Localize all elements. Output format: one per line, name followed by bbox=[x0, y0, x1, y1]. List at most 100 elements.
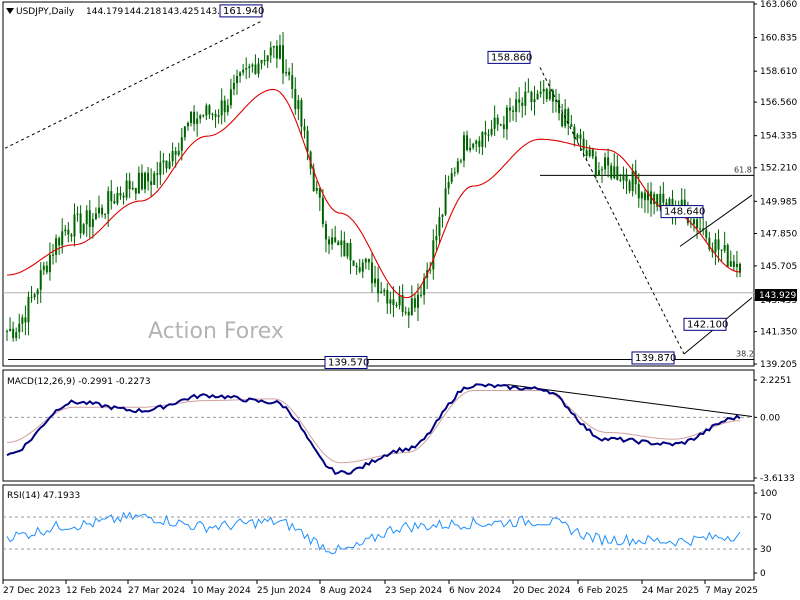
candle bbox=[527, 78, 530, 93]
candle-body bbox=[229, 89, 232, 106]
candle bbox=[505, 104, 508, 140]
candle-body bbox=[462, 135, 465, 161]
candle bbox=[223, 95, 226, 123]
candle bbox=[168, 153, 171, 170]
candle-body bbox=[352, 260, 355, 266]
candle bbox=[30, 286, 33, 303]
candle-body bbox=[300, 100, 303, 127]
candle bbox=[6, 329, 8, 342]
price-annotation: 148.640 bbox=[660, 205, 705, 219]
candle bbox=[640, 191, 643, 209]
candle-body bbox=[484, 132, 487, 135]
candle bbox=[383, 288, 386, 296]
candle-body bbox=[91, 219, 94, 227]
candle-body bbox=[720, 249, 723, 251]
candle-body bbox=[453, 172, 456, 174]
candle-body bbox=[410, 298, 413, 316]
candle-body bbox=[257, 63, 260, 74]
candle-body bbox=[361, 262, 364, 272]
annotation-label: 158.860 bbox=[491, 52, 532, 63]
candle bbox=[202, 114, 205, 118]
candle-body bbox=[266, 55, 269, 62]
candle bbox=[318, 187, 321, 211]
candle bbox=[380, 281, 383, 294]
candle-body bbox=[125, 180, 128, 198]
candle bbox=[217, 109, 220, 124]
rsi-title: RSI(14) 47.1933 bbox=[7, 491, 80, 501]
candle-body bbox=[174, 151, 177, 155]
candle bbox=[600, 166, 603, 184]
candle-body bbox=[288, 71, 291, 76]
candle-body bbox=[45, 265, 48, 273]
candle-body bbox=[349, 242, 352, 261]
candle-body bbox=[186, 122, 189, 127]
candle-body bbox=[625, 174, 628, 182]
candle bbox=[248, 63, 251, 78]
candle-body bbox=[594, 156, 597, 176]
candle-body bbox=[88, 210, 91, 227]
candle bbox=[364, 257, 367, 270]
candle bbox=[355, 262, 358, 275]
candle bbox=[229, 78, 232, 109]
candle-body bbox=[659, 193, 662, 207]
candle-body bbox=[190, 111, 193, 123]
candle-body bbox=[466, 135, 469, 151]
candle-body bbox=[643, 192, 646, 201]
candle-body bbox=[73, 214, 76, 237]
current-price-marker: 143.929 bbox=[755, 289, 797, 301]
candle bbox=[55, 234, 58, 263]
candle bbox=[18, 313, 21, 339]
candle bbox=[52, 243, 55, 265]
candle-body bbox=[613, 166, 616, 179]
candle bbox=[496, 114, 499, 132]
candle bbox=[597, 162, 600, 176]
candle bbox=[625, 168, 628, 195]
candle-body bbox=[272, 45, 275, 48]
header-close: 143.929 bbox=[200, 7, 237, 17]
candle-body bbox=[619, 179, 622, 181]
candle-body bbox=[48, 254, 51, 273]
candle bbox=[349, 238, 352, 275]
candle bbox=[441, 213, 444, 228]
candle-body bbox=[398, 295, 401, 306]
candle bbox=[591, 147, 594, 160]
candle-body bbox=[39, 270, 42, 290]
candle bbox=[487, 129, 490, 142]
candle bbox=[646, 182, 649, 214]
price-tick-label: 158.610 bbox=[760, 67, 797, 77]
candle-body bbox=[646, 191, 649, 201]
macd-tick-label: 2.2251 bbox=[760, 376, 792, 386]
price-annotation: 158.860 bbox=[487, 50, 532, 64]
candle-body bbox=[545, 88, 548, 100]
x-tick-label: 20 Dec 2024 bbox=[513, 586, 571, 596]
candle bbox=[9, 317, 12, 332]
candle-body bbox=[144, 172, 147, 190]
candle-body bbox=[122, 195, 125, 198]
candle-body bbox=[82, 224, 85, 234]
candle bbox=[536, 90, 539, 100]
collapse-triangle-icon[interactable] bbox=[6, 8, 14, 14]
candle-body bbox=[343, 240, 346, 257]
candle bbox=[361, 259, 364, 279]
price-pane-frame bbox=[2, 1, 755, 367]
candle bbox=[432, 229, 435, 280]
candle bbox=[165, 160, 168, 173]
candle bbox=[186, 121, 189, 131]
candle-body bbox=[542, 88, 545, 92]
current-price-label: 143.929 bbox=[759, 291, 796, 301]
candle bbox=[294, 77, 297, 115]
candle bbox=[61, 218, 64, 254]
candle-body bbox=[420, 294, 423, 296]
candle bbox=[88, 200, 91, 240]
moving-average bbox=[6, 88, 741, 299]
candle bbox=[705, 221, 708, 242]
candle-body bbox=[576, 134, 579, 139]
candle bbox=[12, 321, 15, 342]
x-tick-label: 25 Jun 2024 bbox=[257, 586, 311, 596]
candle-body bbox=[297, 100, 300, 110]
candle bbox=[561, 103, 564, 128]
macd-title: MACD(12,26,9) -0.2991 -0.2273 bbox=[7, 377, 151, 387]
candle-body bbox=[533, 99, 536, 103]
candle-body bbox=[521, 102, 524, 106]
